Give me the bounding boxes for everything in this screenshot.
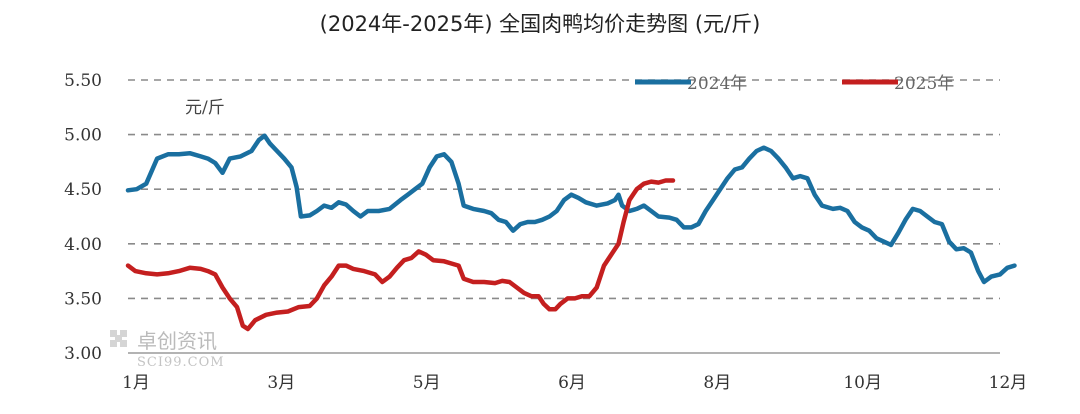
watermark-site: SCI99.COM [137,355,225,370]
watermark-icon [110,330,127,347]
legend: 2024年 2025年 [635,74,954,94]
y-tick-label: 5.50 [64,71,102,91]
legend-label: 2025年 [894,74,954,94]
x-tick-label: 12月 [989,373,1028,393]
y-tick-label: 5.00 [64,126,102,146]
x-tick-label: 6月 [558,373,586,393]
legend-label: 2024年 [687,74,747,94]
x-tick-label: 5月 [413,373,441,393]
x-tick-label: 1月 [122,373,150,393]
watermark-logo: 卓创资讯 SCI99.COM [110,329,225,370]
y-axis-ticks: 3.00 3.50 4.00 4.50 5.00 5.50 [64,71,102,364]
series-line-2024年 [125,133,1017,285]
x-axis-ticks: 1月 3月 5月 6月 8月 10月 12月 [122,373,1027,393]
y-tick-label: 4.00 [64,235,102,255]
series-line-2025年 [125,178,676,332]
x-tick-label: 10月 [843,373,882,393]
chart-title: (2024年-2025年) 全国肉鸭均价走势图 (元/斤) [319,12,761,36]
watermark-brand: 卓创资讯 [137,329,217,353]
y-unit-label: 元/斤 [185,98,225,118]
y-tick-label: 3.00 [64,344,102,364]
x-tick-label: 8月 [703,373,731,393]
series-lines [125,133,1017,332]
y-tick-label: 3.50 [64,289,102,309]
gridlines [128,79,1000,300]
x-tick-label: 3月 [267,373,295,393]
y-tick-label: 4.50 [64,180,102,200]
